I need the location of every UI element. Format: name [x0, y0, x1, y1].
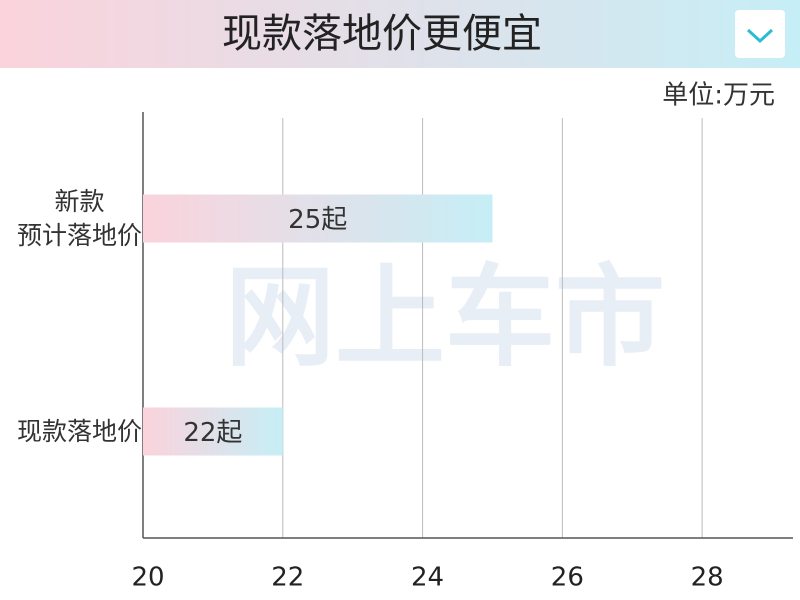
dropdown-arrow[interactable] — [746, 28, 774, 44]
bar — [143, 194, 493, 243]
x-tick-label: 24 — [411, 563, 444, 593]
title-band — [0, 0, 800, 68]
bar — [143, 407, 283, 456]
dropdown-button[interactable] — [735, 10, 785, 58]
unit-label: 单位:万元 — [662, 81, 775, 111]
watermark: 网上车市 — [225, 253, 665, 381]
value-label: 22起 — [183, 418, 242, 448]
y-tick-label: 新款 预计落地价 — [16, 186, 142, 250]
x-tick-label: 28 — [691, 563, 724, 593]
dropdown-box[interactable] — [735, 10, 785, 58]
chart-title: 现款落地价更便宜 — [222, 11, 542, 57]
x-tick-label: 20 — [131, 563, 164, 593]
x-tick-label: 22 — [271, 563, 304, 593]
value-label: 25起 — [288, 205, 347, 235]
x-tick-label: 26 — [551, 563, 584, 593]
y-tick-label: 现款落地价 — [16, 416, 142, 446]
